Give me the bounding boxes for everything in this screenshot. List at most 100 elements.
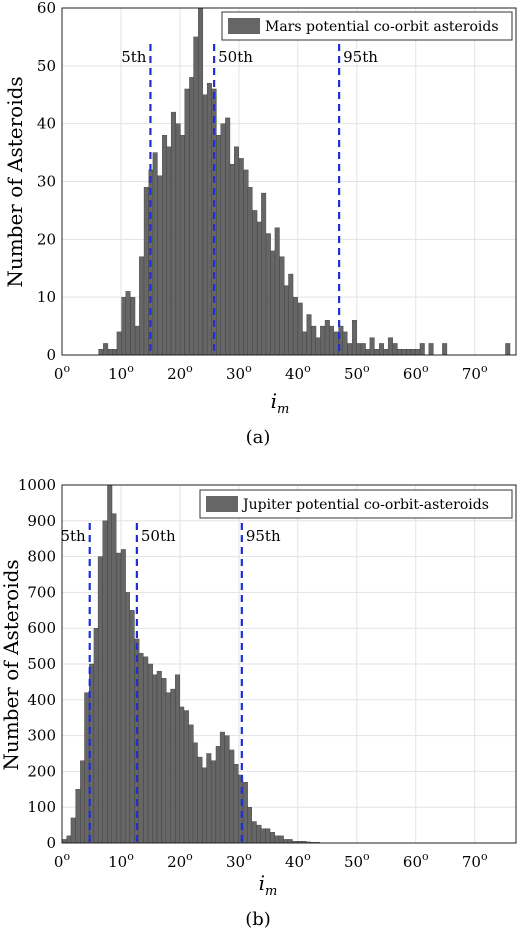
x-tick-label: 70o: [462, 362, 488, 383]
histogram-bar: [428, 343, 434, 356]
histogram-bar: [419, 343, 425, 356]
y-tick-label: 40: [37, 115, 56, 133]
histogram-bar: [261, 192, 267, 356]
histogram-bar: [152, 674, 158, 844]
histogram-bar: [75, 789, 81, 844]
percentile-lines: 5th 50th 95th: [60, 523, 281, 843]
legend: Jupiter potential co-orbit-asteroids: [199, 489, 513, 519]
legend-label: Jupiter potential co-orbit-asteroids: [241, 497, 489, 513]
y-tick-label: 300: [27, 727, 56, 745]
histogram-bar: [283, 839, 289, 844]
histogram-bar: [125, 291, 131, 356]
histogram-bar: [193, 36, 199, 356]
y-tick-label: 800: [27, 548, 56, 566]
y-tick-label: 100: [27, 798, 56, 816]
histogram-bar: [184, 88, 190, 356]
histogram-bar: [129, 610, 135, 844]
histogram-bar: [139, 256, 145, 356]
histogram-bar: [61, 839, 67, 844]
histogram-bar: [265, 233, 271, 356]
histogram-bar: [66, 835, 72, 844]
histogram-bar: [415, 349, 421, 356]
histogram-bar: [102, 520, 108, 844]
y-tick-label: 20: [37, 230, 56, 248]
histogram-bar: [347, 343, 353, 356]
histogram-bar: [383, 349, 389, 356]
histogram-bar: [206, 82, 212, 356]
caption-b: (b): [245, 909, 271, 930]
histogram-bar: [274, 835, 280, 844]
histogram-bar: [211, 760, 216, 844]
histogram-bar: [238, 774, 244, 844]
histogram-bar: [156, 670, 162, 844]
histogram-bar: [406, 349, 412, 356]
chart-mars: 5th 50th 95th 0o 10o 20o 30o 40o 50o 60o 70o 0 10 20…: [3, 0, 517, 448]
histogram-bar: [215, 746, 221, 844]
histogram-bar: [116, 331, 122, 356]
histogram-bar: [220, 123, 226, 356]
legend-box: [221, 11, 513, 41]
x-axis-label: im: [259, 871, 278, 899]
y-tick-label: 600: [27, 619, 56, 637]
tick-labels: 0o 10o 20o 30o 40o 50o 60o 70o 0 10 20 30 40 50 60: [37, 0, 488, 383]
histogram-bar: [288, 273, 294, 356]
histogram-bar: [225, 117, 231, 356]
histogram-bar: [243, 169, 249, 356]
histogram-bar: [152, 152, 158, 356]
histogram-bar: [301, 331, 307, 356]
histogram-bar: [112, 349, 117, 356]
histogram-bar: [306, 314, 312, 356]
histogram-bar: [107, 349, 113, 356]
x-tick-label: 30o: [226, 362, 252, 383]
histogram-bar: [179, 706, 185, 844]
x-tick-label: 60o: [403, 850, 429, 871]
histogram-bar: [401, 349, 407, 356]
histogram-bar: [297, 302, 303, 356]
histogram-bar: [192, 742, 198, 844]
histogram-bar: [179, 135, 185, 356]
percentile-label: 50th: [141, 527, 176, 545]
histogram-bar: [135, 325, 140, 356]
histogram-bar: [138, 653, 144, 844]
histogram-bar: [111, 513, 117, 844]
histogram-bar: [157, 175, 163, 356]
histogram-bar: [166, 146, 172, 356]
histogram-bar: [170, 111, 176, 356]
histogram-bar: [233, 764, 239, 844]
histogram-bar: [293, 296, 298, 356]
histogram-bar: [70, 817, 76, 844]
x-tick-label: 10o: [108, 362, 134, 383]
histogram-bar: [107, 484, 113, 844]
histogram-bar: [270, 250, 276, 356]
histogram-bar: [188, 724, 194, 844]
histogram-bar: [287, 839, 293, 844]
y-tick-label: 700: [27, 583, 56, 601]
histogram-bar: [274, 227, 280, 356]
chart-jupiter: 5th 50th 95th 0o 10o 20o 30o 40o 50o 60o 70o 0 100 2…: [0, 476, 517, 930]
histogram-bar: [257, 221, 262, 356]
histogram-bar: [369, 337, 375, 356]
histogram-bar: [320, 325, 326, 356]
histogram-bar: [162, 135, 168, 356]
x-axis-label: im: [271, 389, 290, 417]
histogram-bar: [442, 343, 448, 356]
plot-frame: [61, 7, 517, 356]
histogram-bar: [505, 343, 511, 356]
histogram-bar: [315, 337, 321, 356]
x-tick-label: 30o: [226, 850, 252, 871]
caption-a: (a): [246, 427, 271, 448]
tick-labels: 0o 10o 20o 30o 40o 50o 60o 70o 0 100 200 300 400 500 6…: [18, 476, 488, 871]
percentile-label: 50th: [218, 48, 253, 66]
histogram-bar: [251, 821, 257, 844]
x-tick-label: 40o: [285, 362, 311, 383]
percentile-label: 5th: [60, 527, 86, 545]
histogram-bar: [351, 320, 357, 356]
y-tick-label: 200: [27, 762, 56, 780]
histogram-bar: [379, 343, 385, 356]
y-tick-label: 0: [46, 834, 56, 852]
legend-swatch: [228, 18, 260, 34]
histogram-bar: [328, 325, 334, 356]
legend-swatch: [206, 496, 238, 512]
x-tick-label: 0o: [54, 362, 71, 383]
histogram-bar: [234, 146, 239, 356]
